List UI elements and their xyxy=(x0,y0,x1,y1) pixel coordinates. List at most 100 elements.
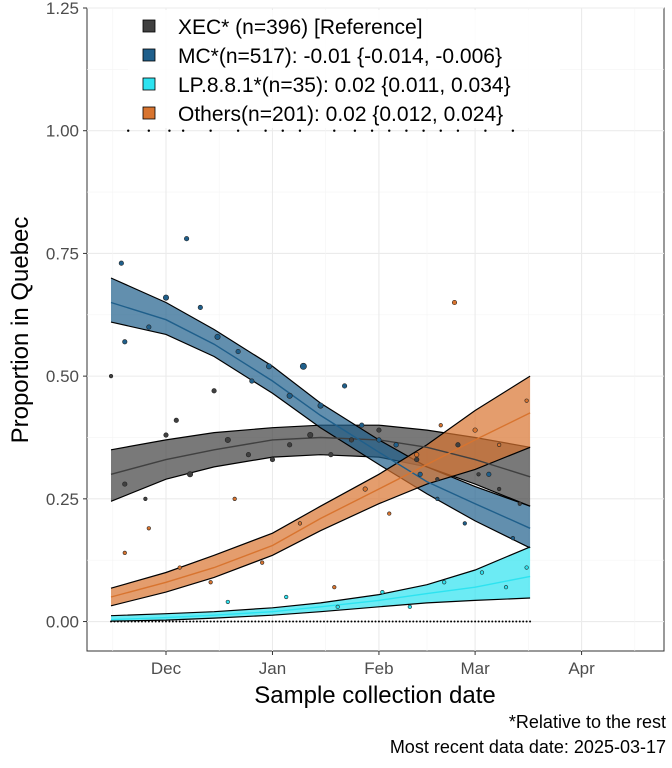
fit-line xyxy=(110,301,531,529)
bottom-reference-dot xyxy=(123,620,126,623)
legend-label: Others(n=201): 0.02 {0.012, 0.024} xyxy=(178,103,503,126)
bottom-reference-dot xyxy=(288,620,291,623)
bottom-reference-dot xyxy=(350,620,353,623)
y-tick-label: 0.25 xyxy=(46,490,79,509)
bottom-reference-dot xyxy=(329,620,332,623)
bottom-reference-dot xyxy=(240,620,243,623)
data-point xyxy=(451,299,458,306)
bottom-reference-dot xyxy=(381,620,384,623)
data-point xyxy=(348,437,355,443)
data-point xyxy=(376,427,382,433)
data-point xyxy=(184,236,190,242)
bottom-reference-dot xyxy=(151,620,154,623)
bottom-reference-dot xyxy=(322,620,325,623)
bottom-reference-dot xyxy=(120,620,123,623)
legend-key xyxy=(142,19,156,33)
bottom-reference-dot xyxy=(487,620,490,623)
data-point xyxy=(438,423,443,428)
data-point xyxy=(332,585,337,590)
bottom-reference-dot xyxy=(185,620,188,623)
bottom-reference-dot xyxy=(144,620,147,623)
bottom-reference-dot xyxy=(498,620,501,623)
bottom-reference-dot xyxy=(250,620,253,623)
bottom-reference-dot xyxy=(474,620,477,623)
data-point xyxy=(122,481,128,487)
bottom-reference-dot xyxy=(175,620,178,623)
bottom-reference-dot xyxy=(343,620,346,623)
top-reference-dot xyxy=(370,129,374,132)
bottom-reference-dot xyxy=(202,620,205,623)
data-point xyxy=(387,511,392,516)
data-point xyxy=(287,442,293,448)
bottom-reference-dot xyxy=(154,620,157,623)
data-point xyxy=(249,378,255,384)
bottom-reference-dot xyxy=(525,620,528,623)
data-point xyxy=(414,457,420,463)
data-point xyxy=(497,486,502,492)
bottom-reference-dot xyxy=(353,620,356,623)
bottom-reference-dot xyxy=(374,620,377,623)
bottom-reference-dot xyxy=(219,620,222,623)
bottom-reference-dot xyxy=(401,620,404,623)
bottom-reference-dot xyxy=(412,620,415,623)
bottom-reference-dot xyxy=(264,620,267,623)
bottom-reference-dot xyxy=(439,620,442,623)
top-reference-dot xyxy=(439,129,442,132)
legend-label: XEC* (n=396) [Reference] xyxy=(178,16,423,39)
bottom-reference-dot xyxy=(491,620,494,623)
bottom-reference-dot xyxy=(408,620,411,623)
bottom-reference-dot xyxy=(477,620,480,623)
bottom-reference-dot xyxy=(116,620,119,623)
top-reference-dot xyxy=(388,129,391,132)
bottom-reference-dot xyxy=(357,620,360,623)
data-point xyxy=(380,589,385,595)
data-point xyxy=(269,457,276,463)
y-tick-label: 0.75 xyxy=(46,244,79,263)
bottom-reference-dot xyxy=(189,620,192,623)
legend-background xyxy=(128,10,560,128)
bottom-reference-dot xyxy=(340,620,343,623)
data-point xyxy=(197,304,203,310)
bottom-reference-dot xyxy=(127,620,130,623)
data-point xyxy=(163,432,169,438)
data-point xyxy=(214,333,221,340)
data-point xyxy=(342,383,348,389)
bottom-reference-dot xyxy=(426,620,429,623)
top-reference-dot xyxy=(298,129,302,132)
data-point xyxy=(417,471,423,477)
top-reference-dot xyxy=(127,129,130,132)
data-point xyxy=(524,398,529,403)
data-point xyxy=(442,580,447,585)
bottom-reference-dot xyxy=(206,620,209,623)
bottom-reference-dot xyxy=(453,620,456,623)
data-point xyxy=(479,570,485,575)
data-point xyxy=(414,452,420,458)
data-point xyxy=(362,486,368,492)
top-reference-dot xyxy=(422,129,425,132)
data-point xyxy=(517,501,522,506)
data-point xyxy=(260,560,265,565)
data-points xyxy=(108,236,529,609)
bottom-reference-dot xyxy=(164,620,167,623)
bottom-reference-dot xyxy=(140,620,143,623)
x-tick-label: Feb xyxy=(364,659,393,678)
bottom-reference-dot xyxy=(257,620,260,623)
data-point xyxy=(486,471,492,477)
data-point xyxy=(317,402,324,409)
bottom-reference-dot xyxy=(405,620,408,623)
bottom-reference-dot xyxy=(522,620,525,623)
data-point xyxy=(122,550,127,555)
ci-lower-edge xyxy=(110,321,531,549)
data-point xyxy=(472,427,478,433)
x-tick-label: Apr xyxy=(568,659,595,678)
data-point xyxy=(462,521,467,526)
bottom-reference-dot xyxy=(268,620,271,623)
data-point xyxy=(245,452,251,458)
bottom-reference-dot xyxy=(511,620,514,623)
data-point xyxy=(393,442,399,448)
ci-upper-edge xyxy=(110,375,531,589)
bottom-reference-dot xyxy=(237,620,240,623)
y-tick-label: 0.00 xyxy=(46,613,79,632)
bottom-reference-dot xyxy=(529,620,532,623)
top-reference-dot xyxy=(168,129,171,132)
